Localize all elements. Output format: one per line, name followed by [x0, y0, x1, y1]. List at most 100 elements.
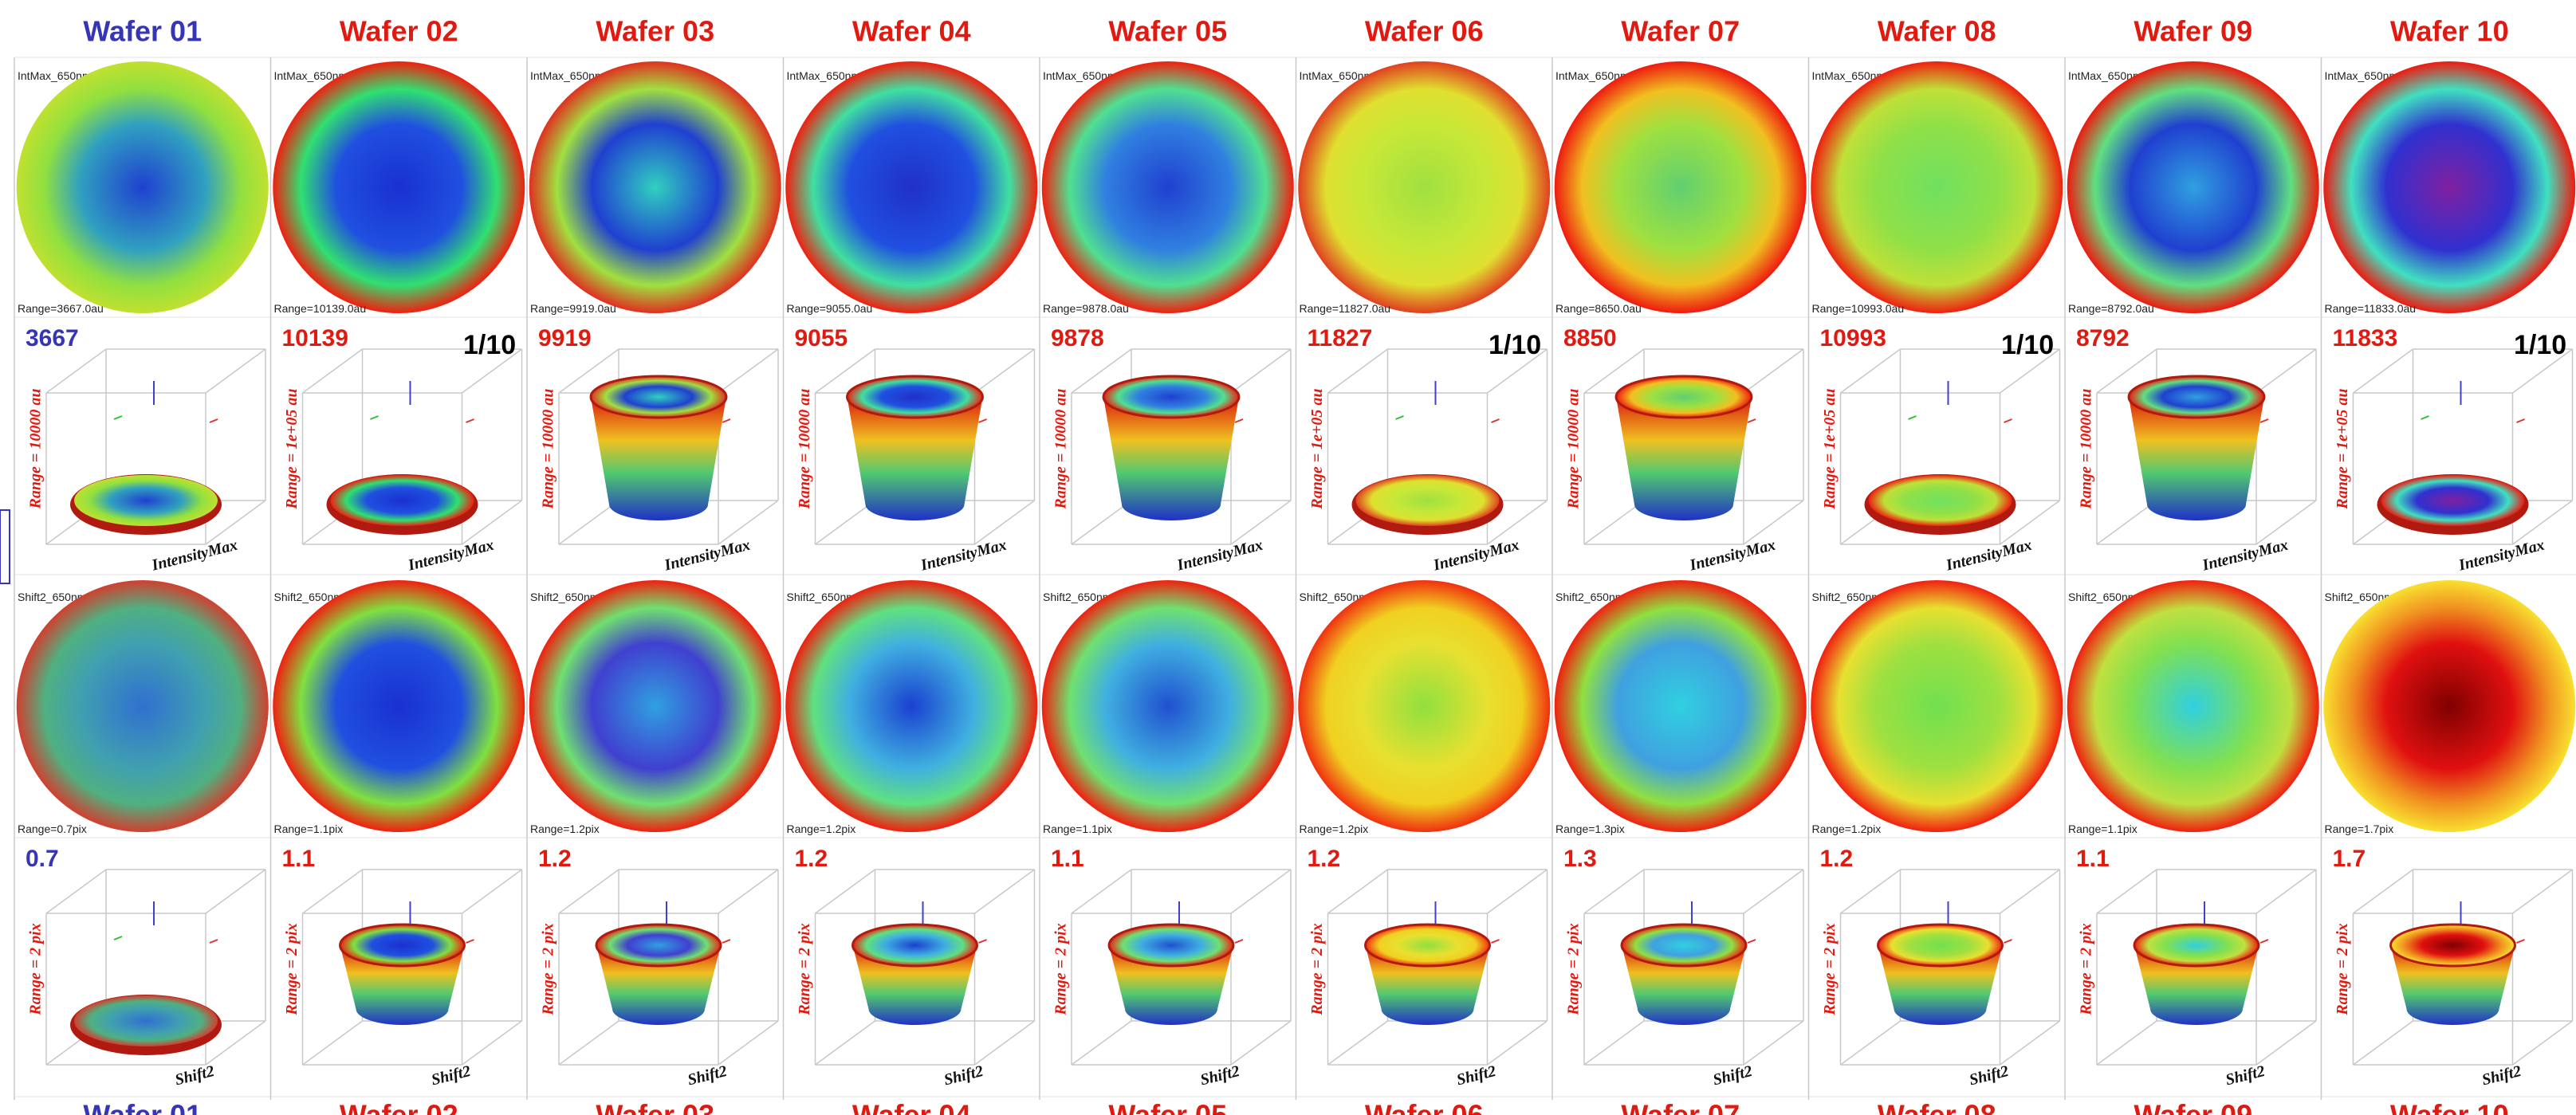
value-label: 11827 [1308, 325, 1373, 351]
wafer-footer: Wafer 10 [2390, 1099, 2509, 1115]
intensity-map [785, 61, 1037, 313]
axis-title: IntensityMax [406, 536, 496, 575]
shift-map [1811, 580, 2063, 832]
box-edge [718, 870, 778, 913]
map-range: Range=8650.0au [1555, 302, 1642, 315]
surface-top [1616, 376, 1752, 418]
box-edge [816, 870, 875, 913]
axis-range-label: Range = 2 pix [540, 923, 557, 1015]
axis-marker [2421, 416, 2429, 419]
surface-top [596, 925, 721, 966]
box-edge [2256, 349, 2316, 393]
box-edge [206, 349, 265, 393]
box-edge [1584, 1021, 1644, 1065]
map-range: Range=0.7pix [18, 823, 87, 835]
axis-range-label: Range = 2 pix [1308, 923, 1326, 1015]
value-label: 9919 [538, 325, 592, 351]
axis-marker [114, 416, 122, 419]
wafer-header: Wafer 04 [852, 15, 971, 48]
value-label: 1.2 [538, 846, 572, 872]
box-edge [1584, 501, 1644, 544]
box-edge [2354, 870, 2413, 913]
value-label: 1.2 [795, 846, 828, 872]
axis-title: Shift2 [430, 1062, 473, 1089]
value-label: 1.1 [2076, 846, 2110, 872]
surface-top [2134, 925, 2259, 966]
value-label: 10993 [1820, 325, 1886, 351]
box-edge [2513, 1021, 2573, 1065]
axis-title: IntensityMax [662, 536, 752, 575]
wafer-footer: Wafer 09 [2134, 1099, 2252, 1115]
axis-range-label: Range = 1e+05 au [1821, 388, 1839, 509]
shift-map [529, 580, 781, 832]
map-range: Range=9919.0au [530, 302, 616, 315]
wafer-footer: Wafer 05 [1108, 1099, 1227, 1115]
axis-marker [210, 419, 218, 422]
intensity-map [1811, 61, 2063, 313]
box-edge [1328, 1021, 1388, 1065]
axis-marker [1235, 940, 1243, 943]
shift-map [273, 580, 525, 832]
axis-range-label: Range = 2 pix [796, 923, 813, 1015]
surface-top [340, 925, 465, 966]
intensity-map [1555, 61, 1807, 313]
axis-marker [722, 419, 730, 422]
axis-title: IntensityMax [149, 536, 239, 575]
box-edge [1072, 1021, 1131, 1065]
box-edge [1328, 349, 1388, 393]
axis-marker [466, 419, 474, 422]
axis-range-label: Range = 2 pix [1565, 923, 1583, 1015]
shift-map [2323, 580, 2575, 832]
wafer-footer: Wafer 01 [83, 1099, 202, 1115]
axis-marker [2260, 940, 2268, 943]
axis-title: Shift2 [1711, 1062, 1754, 1089]
map-range: Range=11827.0au [1300, 302, 1391, 315]
box-edge [303, 870, 363, 913]
axis-marker [1492, 940, 1500, 943]
wafer-footer: Wafer 04 [852, 1099, 971, 1115]
box-edge [2354, 1021, 2413, 1065]
box-edge [1841, 349, 1901, 393]
wafer-grid: Wafer 01IntMax_650nmRange=3667.0au3667Ra… [0, 0, 2576, 1115]
box-edge [2256, 870, 2316, 913]
box-edge [2513, 870, 2573, 913]
box-edge [2097, 870, 2157, 913]
box-edge [975, 870, 1035, 913]
axis-title: Shift2 [173, 1062, 216, 1089]
axis-marker [722, 940, 730, 943]
box-edge [46, 870, 106, 913]
surface-top [2129, 376, 2264, 418]
box-edge [1488, 1021, 1548, 1065]
axis-marker [1235, 419, 1243, 422]
wafer-header: Wafer 06 [1365, 15, 1484, 48]
box-edge [462, 1021, 522, 1065]
axis-title: Shift2 [2224, 1062, 2267, 1089]
wafer-footer: Wafer 02 [340, 1099, 458, 1115]
value-label: 10139 [282, 325, 348, 351]
axis-title: Shift2 [1968, 1062, 2011, 1089]
box-edge [2256, 1021, 2316, 1065]
intensity-map [2323, 61, 2575, 313]
box-edge [1584, 870, 1644, 913]
axis-title: IntensityMax [2456, 536, 2547, 575]
wafer-header: Wafer 02 [340, 15, 458, 48]
box-edge [1744, 870, 1803, 913]
value-label: 8792 [2076, 325, 2130, 351]
map-range: Range=8792.0au [2068, 302, 2154, 315]
axis-range-label: Range = 1e+05 au [2334, 388, 2351, 509]
map-range: Range=9055.0au [787, 302, 873, 315]
map-range: Range=10139.0au [274, 302, 367, 315]
box-edge [1231, 501, 1291, 544]
axis-marker [1492, 419, 1500, 422]
surface [331, 475, 474, 526]
intensity-map [1298, 61, 1550, 313]
wafer-footer: Wafer 07 [1621, 1099, 1740, 1115]
value-label: 11833 [2333, 325, 2398, 351]
axis-marker [979, 419, 987, 422]
shift-map [2067, 580, 2319, 832]
axis-marker [2004, 419, 2012, 422]
axis-marker [2004, 940, 2012, 943]
axis-title: IntensityMax [1944, 536, 2034, 575]
axis-title: Shift2 [942, 1062, 985, 1089]
box-edge [1744, 1021, 1803, 1065]
